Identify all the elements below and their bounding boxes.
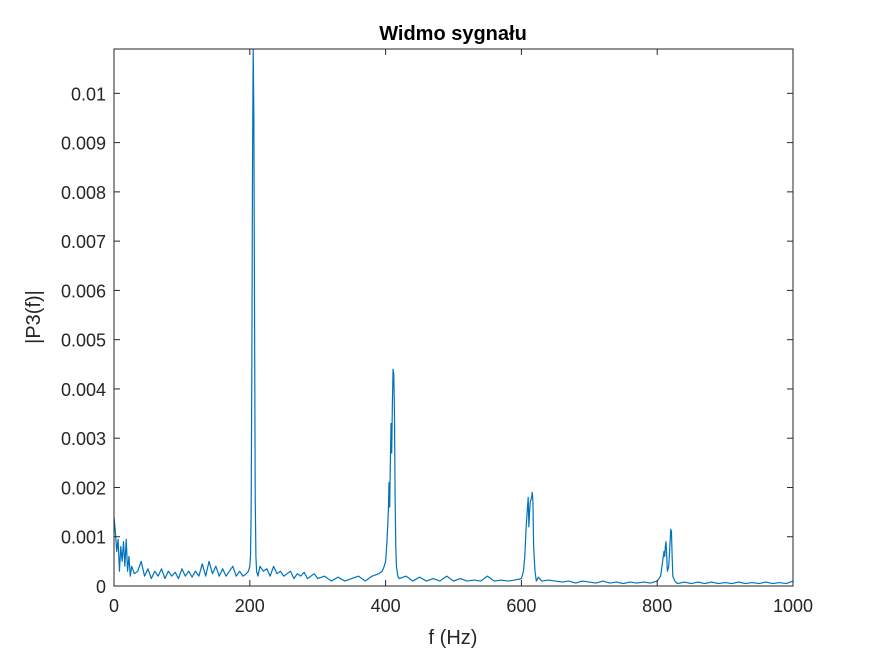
y-tick-label: 0.003 bbox=[61, 429, 106, 449]
y-tick-label: 0.008 bbox=[61, 183, 106, 203]
x-tick-label: 400 bbox=[371, 596, 401, 616]
plot-area bbox=[114, 49, 793, 586]
x-tick-label: 600 bbox=[506, 596, 536, 616]
series-layer bbox=[113, 48, 794, 585]
y-tick-label: 0.007 bbox=[61, 232, 106, 252]
y-tick-label: 0 bbox=[96, 577, 106, 597]
y-axis-label: |P3(f)| bbox=[23, 290, 45, 344]
x-tick-label: 200 bbox=[235, 596, 265, 616]
y-tick-label: 0.006 bbox=[61, 281, 106, 301]
y-tick-label: 0.002 bbox=[61, 478, 106, 498]
x-tick-label: 1000 bbox=[773, 596, 813, 616]
y-tick-label: 0.001 bbox=[61, 528, 106, 548]
x-axis-ticks: 0 200 400 600 800 1000 bbox=[109, 49, 813, 616]
x-tick-label: 0 bbox=[109, 596, 119, 616]
series-line-1 bbox=[113, 48, 794, 585]
y-tick-label: 0.009 bbox=[61, 134, 106, 154]
y-tick-label: 0.005 bbox=[61, 331, 106, 351]
y-axis-ticks: 0 0.001 0.002 0.003 0.004 0.005 0.006 0.007 0.00… bbox=[61, 84, 793, 597]
chart-title: Widmo sygnału bbox=[379, 23, 527, 45]
x-tick-label: 800 bbox=[642, 596, 672, 616]
y-tick-label: 0.004 bbox=[61, 380, 106, 400]
x-axis-label: f (Hz) bbox=[429, 627, 478, 649]
axes-box bbox=[113, 48, 794, 587]
y-tick-label: 0.01 bbox=[71, 84, 106, 104]
